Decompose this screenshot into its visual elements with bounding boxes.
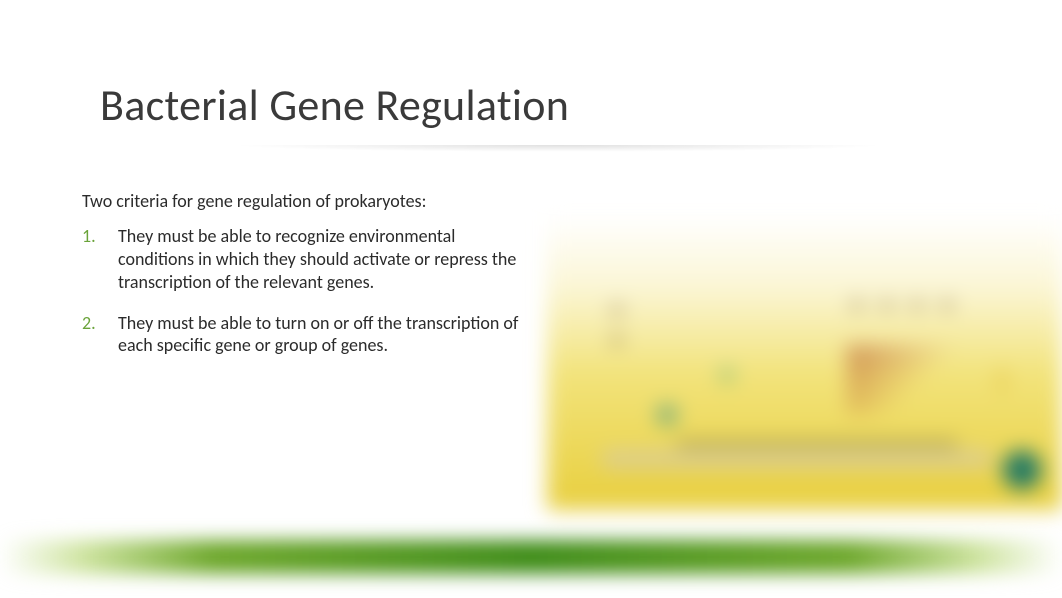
diagram-blurred: ​ ​	[547, 190, 1062, 510]
intro-text: Two criteria for gene regulation of prok…	[82, 190, 522, 212]
footer-accent-bar	[0, 540, 1062, 574]
title-underline	[95, 145, 1022, 157]
criteria-list: They must be able to recognize environme…	[82, 225, 522, 375]
slide-title: Bacterial Gene Regulation	[100, 78, 569, 132]
list-item: They must be able to turn on or off the …	[82, 312, 522, 358]
list-item: They must be able to recognize environme…	[82, 225, 522, 294]
slide: Bacterial Gene Regulation Two criteria f…	[0, 0, 1062, 598]
